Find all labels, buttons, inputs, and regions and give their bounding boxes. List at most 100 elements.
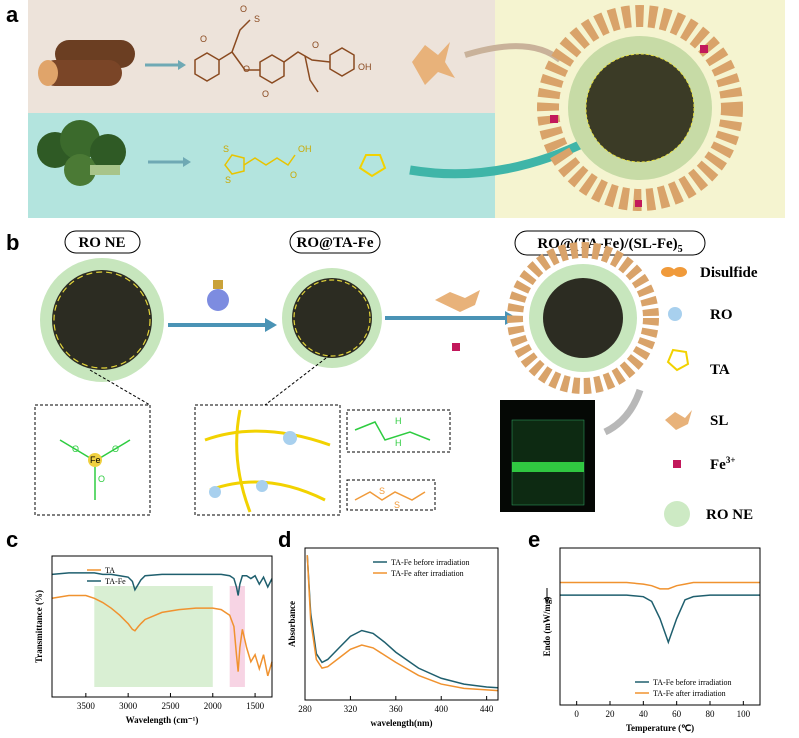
ro-icon (668, 307, 682, 321)
legend-label: TA-Fe (105, 577, 126, 586)
legend-label: Fe3+ (710, 455, 735, 473)
x-tick-label: 400 (434, 704, 448, 714)
plot-frame (559, 547, 761, 706)
atom: O (98, 474, 105, 484)
atom: S (223, 144, 229, 154)
fe-icon (452, 343, 460, 351)
atom: O (262, 89, 269, 99)
x-tick-label: 100 (737, 709, 751, 719)
series-line (51, 572, 273, 596)
plot-frame (304, 547, 499, 701)
fe-icon (700, 45, 708, 53)
lignin-structure (194, 19, 355, 93)
core (52, 270, 152, 370)
core (292, 278, 372, 358)
inset (346, 409, 451, 453)
disulfide-icon (661, 267, 675, 277)
legend-label: RO (710, 307, 733, 323)
stage-title: RO@TA-Fe (297, 235, 374, 251)
x-tick-label: 60 (672, 709, 682, 719)
series-line (306, 555, 499, 692)
atom: O (240, 4, 247, 14)
x-tick-label: 2000 (204, 701, 223, 711)
atom: S (379, 486, 385, 496)
ring (259, 54, 285, 84)
y-arrow (544, 588, 550, 603)
core (543, 278, 623, 358)
x-tick-label: 20 (606, 709, 616, 719)
atom: Fe (90, 455, 101, 465)
fe-icon (673, 460, 681, 468)
hydrogen-bond (354, 421, 431, 441)
disulfide-icon (673, 267, 687, 277)
x-axis-label: Wavelength (cm⁻¹) (126, 715, 199, 725)
fe-complex (59, 439, 131, 500)
x-tick-label: 2500 (161, 701, 180, 711)
ro-icon (283, 431, 297, 445)
fe-superscript: 3+ (726, 455, 736, 465)
inset (34, 404, 151, 516)
disulfide-bond (354, 491, 426, 501)
legend-label: SL (710, 413, 728, 429)
legend-label: TA-Fe before irradiation (391, 558, 469, 567)
core (586, 54, 694, 162)
highlight (229, 586, 245, 687)
legend-label: Disulfide (700, 265, 758, 281)
fe-icon (635, 200, 642, 207)
ta-network (53, 271, 151, 369)
broccoli (37, 120, 126, 186)
panel-label: a (6, 2, 19, 27)
ta-icon (666, 348, 690, 372)
ta-network (585, 53, 695, 163)
legend-label: RO NE (706, 507, 753, 523)
inset-frames (34, 354, 451, 516)
connector (264, 354, 331, 406)
bond (99, 439, 131, 459)
ro-ne-icon (664, 501, 690, 527)
atom: S (225, 175, 231, 185)
series-line (560, 581, 760, 590)
atom: O (200, 34, 207, 44)
x-tick-label: 280 (298, 704, 312, 714)
bond (304, 55, 319, 93)
x-tick-label: 360 (389, 704, 403, 714)
y-axis-label: Endo (mW/mg) (542, 597, 552, 657)
fluorescence (512, 462, 584, 472)
series-line (560, 594, 760, 645)
connector (89, 369, 151, 406)
title-subscript: 5 (678, 244, 683, 255)
legend-label: TA (710, 362, 730, 378)
arrow-head (183, 157, 191, 167)
stage-title: RO NE (78, 235, 125, 251)
log (42, 60, 122, 86)
inset (194, 404, 341, 516)
sl-icon (665, 410, 692, 430)
ta-icon (358, 154, 387, 178)
arrow-head (265, 318, 277, 332)
atom: S (394, 500, 400, 510)
floret (90, 134, 126, 170)
bond (231, 51, 260, 71)
bulb (207, 289, 229, 311)
fe-icon (550, 115, 558, 123)
panel-label: b (6, 230, 19, 255)
x-tick-label: 80 (706, 709, 716, 719)
atom: H (395, 438, 402, 448)
ro-icon (209, 486, 221, 498)
title-box (64, 230, 141, 254)
ro-icon (256, 480, 268, 492)
floret (60, 120, 100, 160)
x-tick-label: 3000 (119, 701, 138, 711)
ring (194, 52, 220, 82)
bond (218, 19, 251, 61)
sl-icon (435, 290, 480, 312)
arrow (603, 388, 644, 436)
atom: O (290, 170, 297, 180)
series-line (306, 555, 499, 689)
y-axis-label: Transmittance (%) (34, 590, 44, 663)
y-axis-label: Absorbance (287, 601, 297, 647)
highlight (94, 586, 213, 687)
panel-label: d (278, 527, 291, 552)
atom: O (112, 444, 119, 454)
